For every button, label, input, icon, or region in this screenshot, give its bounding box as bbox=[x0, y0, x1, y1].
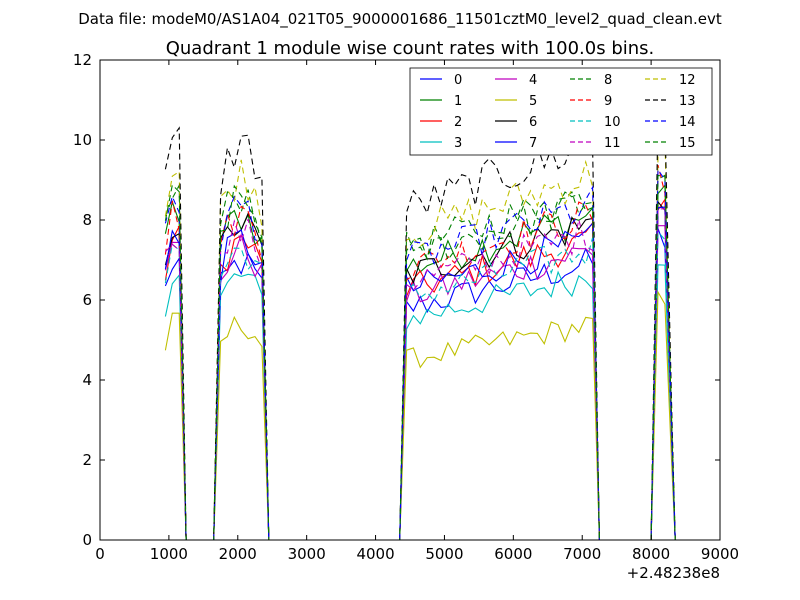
x-tick-label: 4000 bbox=[356, 545, 394, 563]
series-line-12 bbox=[164, 138, 676, 541]
series-line-2 bbox=[164, 197, 676, 541]
y-tick-label: 10 bbox=[73, 131, 92, 149]
x-tick-label: 7000 bbox=[563, 545, 601, 563]
legend-label: 12 bbox=[679, 73, 696, 88]
legend-label: 13 bbox=[679, 94, 696, 109]
series-line-10 bbox=[164, 230, 676, 541]
legend-label: 6 bbox=[529, 115, 537, 130]
series-line-9 bbox=[164, 164, 676, 541]
series-line-15 bbox=[164, 174, 676, 541]
legend-label: 4 bbox=[529, 73, 537, 88]
legend-label: 2 bbox=[454, 115, 462, 130]
legend-label: 14 bbox=[679, 115, 696, 130]
legend-label: 10 bbox=[604, 115, 621, 130]
series-line-3 bbox=[164, 264, 676, 541]
legend-label: 11 bbox=[604, 136, 621, 151]
legend-label: 7 bbox=[529, 136, 537, 151]
legend-label: 15 bbox=[679, 136, 696, 151]
series-line-14 bbox=[164, 167, 676, 541]
series-line-7 bbox=[164, 206, 676, 541]
legend-label: 3 bbox=[454, 136, 462, 151]
chart-title: Quadrant 1 module wise count rates with … bbox=[166, 38, 655, 59]
series-layer bbox=[164, 111, 676, 541]
x-tick-label: 1000 bbox=[150, 545, 188, 563]
legend-label: 5 bbox=[529, 94, 537, 109]
series-line-13 bbox=[164, 111, 676, 541]
chart-suptitle: Data file: modeM0/AS1A04_021T05_90000016… bbox=[78, 10, 722, 29]
legend-label: 1 bbox=[454, 94, 462, 109]
series-line-0 bbox=[164, 228, 676, 541]
x-tick-label: 2000 bbox=[219, 545, 257, 563]
x-tick-label: 0 bbox=[95, 545, 105, 563]
legend-label: 0 bbox=[454, 73, 462, 88]
y-tick-label: 12 bbox=[73, 51, 92, 69]
x-tick-label: 8000 bbox=[632, 545, 670, 563]
x-tick-label: 5000 bbox=[425, 545, 463, 563]
legend-label: 8 bbox=[604, 73, 612, 88]
y-tick-label: 2 bbox=[82, 451, 92, 469]
plot-area: 0 1000 2000 3000 4000 5000 6000 7000 8000 9000 0 2… bbox=[73, 51, 739, 582]
y-tick-label: 6 bbox=[82, 291, 92, 309]
series-line-5 bbox=[164, 290, 676, 541]
legend-box bbox=[409, 67, 713, 156]
x-tick-label: 9000 bbox=[701, 545, 739, 563]
x-tick-label: 6000 bbox=[494, 545, 532, 563]
x-axis: 0 1000 2000 3000 4000 5000 6000 7000 8000 9000 bbox=[95, 60, 739, 563]
x-axis-offset-label: +2.48238e8 bbox=[627, 564, 720, 582]
y-tick-label: 0 bbox=[82, 531, 92, 549]
series-line-11 bbox=[164, 208, 676, 541]
y-tick-label: 8 bbox=[82, 211, 92, 229]
y-tick-label: 4 bbox=[82, 371, 92, 389]
legend-label: 9 bbox=[604, 94, 612, 109]
x-tick-label: 3000 bbox=[288, 545, 326, 563]
